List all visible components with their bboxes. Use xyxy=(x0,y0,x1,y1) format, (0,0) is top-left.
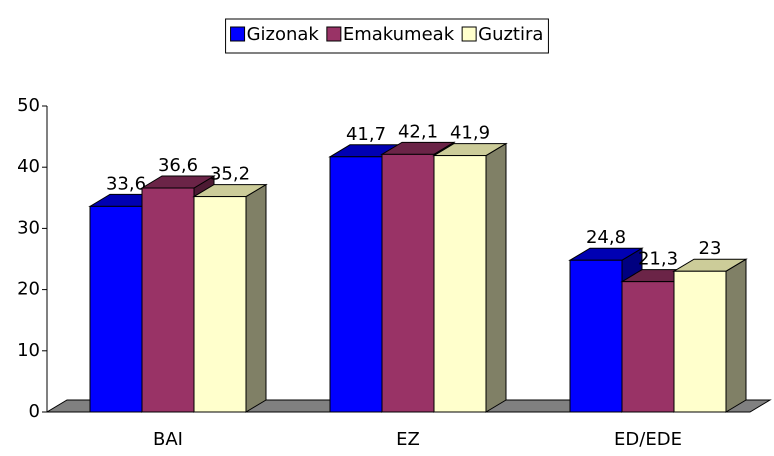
y-tick-label: 50 xyxy=(17,95,40,116)
bar xyxy=(672,258,748,413)
value-label: 24,8 xyxy=(586,227,626,248)
bar-front xyxy=(433,155,487,413)
bar-front xyxy=(381,153,435,413)
value-label: 41,7 xyxy=(346,124,386,145)
legend-label: Guztira xyxy=(478,24,543,45)
bar-front xyxy=(673,270,727,413)
bar-front xyxy=(329,156,383,413)
legend-swatch xyxy=(461,26,477,42)
bar xyxy=(432,142,508,413)
value-label: 33,6 xyxy=(106,173,146,194)
value-label: 41,9 xyxy=(450,123,490,144)
x-tick-label: EZ xyxy=(396,429,420,450)
bar-front xyxy=(193,196,247,413)
x-tick-label: ED/EDE xyxy=(614,429,682,450)
value-label: 42,1 xyxy=(398,121,438,142)
legend-swatch xyxy=(326,26,342,42)
x-tick-label: BAI xyxy=(153,429,183,450)
bar-front xyxy=(569,259,623,413)
bar-front xyxy=(89,205,143,413)
legend-box xyxy=(225,18,549,54)
bar-side xyxy=(485,142,507,413)
y-tick-label: 20 xyxy=(17,279,40,300)
legend-label: Gizonak xyxy=(247,24,320,45)
bar-front xyxy=(141,187,195,413)
y-tick-label: 30 xyxy=(17,217,40,238)
bar xyxy=(192,183,268,413)
legend-label: Emakumeak xyxy=(343,24,455,45)
value-label: 23 xyxy=(699,238,722,259)
value-label: 36,6 xyxy=(158,155,198,176)
legend: Gizonak Emakumeak Guztira xyxy=(225,18,549,54)
bar-side xyxy=(725,258,747,413)
value-label: 35,2 xyxy=(210,164,250,185)
y-tick-label: 0 xyxy=(29,401,40,422)
bar-front xyxy=(621,281,675,413)
y-tick-label: 10 xyxy=(17,340,40,361)
legend-swatch xyxy=(230,26,246,42)
y-tick-label: 40 xyxy=(17,156,40,177)
bar-side xyxy=(245,183,267,413)
value-label: 21,3 xyxy=(638,249,678,270)
